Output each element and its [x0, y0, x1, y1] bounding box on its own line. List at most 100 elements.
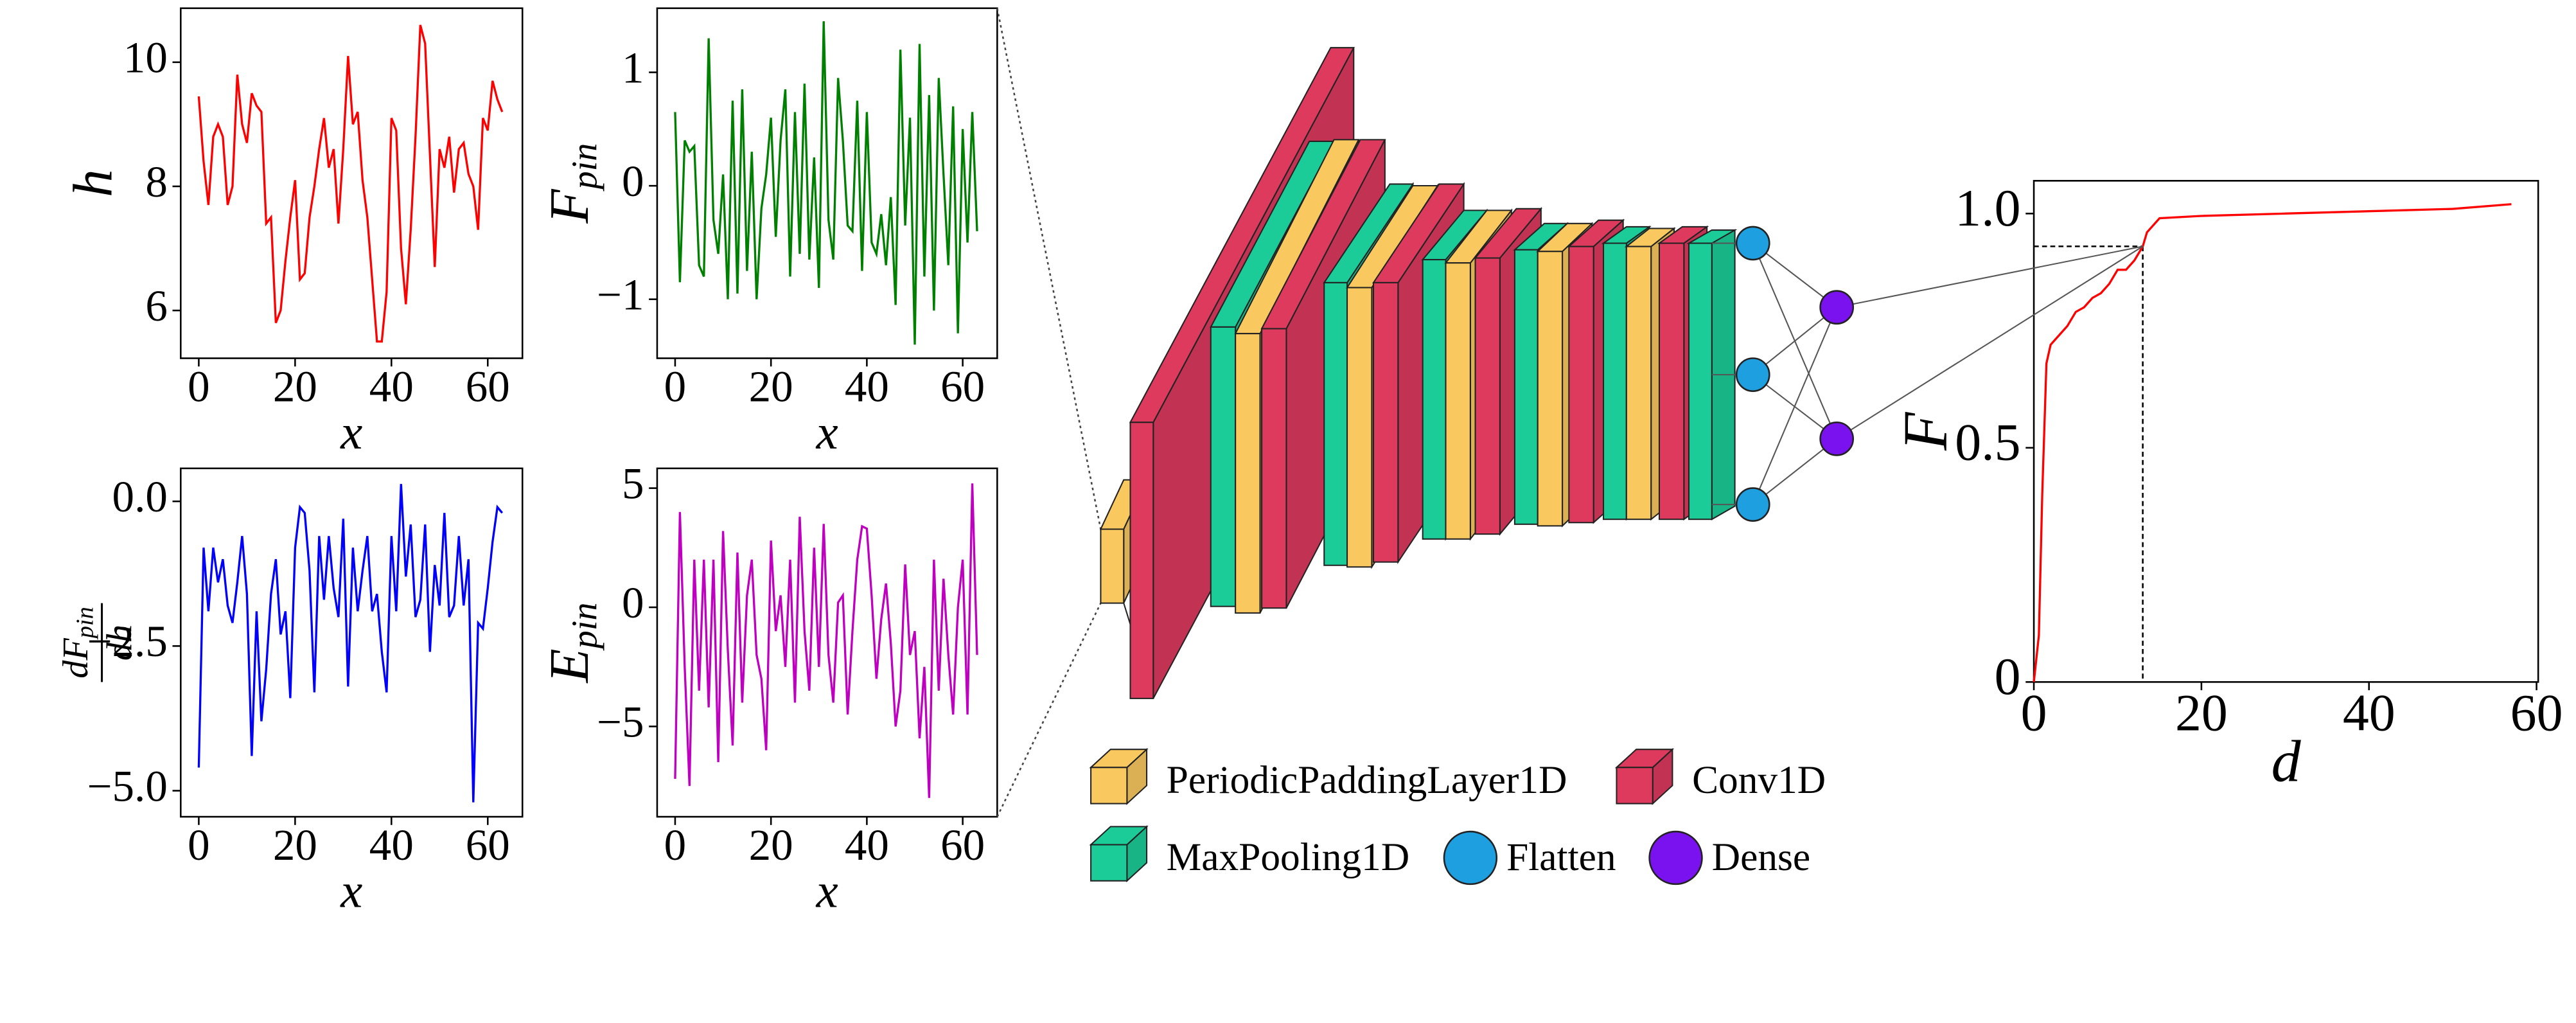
y-tick-label: −5.0 [87, 761, 168, 810]
block-front [1513, 249, 1539, 525]
block-front [1372, 281, 1399, 563]
block-front [1100, 528, 1125, 604]
flatten-node [1735, 357, 1770, 392]
y-tick-label: 1 [622, 42, 644, 92]
y-axis-label-text: dF [56, 638, 96, 679]
block-front [1422, 259, 1447, 540]
x-axis-label: d [2272, 728, 2302, 794]
legend-icon [1089, 747, 1149, 805]
chart: 0 20 40 60 −5 0 5 x Epin [538, 458, 998, 918]
data-line [197, 24, 504, 343]
connector [1752, 307, 1837, 375]
block-front [1210, 326, 1237, 607]
flatten-node [1735, 487, 1770, 522]
legend-icon [1443, 830, 1498, 885]
block-front [1090, 844, 1128, 882]
plot-frame [656, 7, 998, 359]
block-front [1568, 245, 1594, 524]
y-tick-label: 0 [622, 578, 644, 627]
connector [1836, 245, 2143, 308]
x-tick-label: 60 [940, 820, 985, 869]
y-axis-label-sub: pin [565, 602, 604, 651]
data-line [2033, 203, 2512, 682]
legend-icon [1614, 747, 1675, 805]
zoom-line [996, 603, 1102, 817]
y-axis-label-sub: pin [71, 607, 98, 640]
dense-node [1819, 421, 1855, 456]
y-tick-label: −5 [597, 697, 644, 746]
y-axis-label: Epin [538, 602, 604, 684]
y-tick-label: 6 [145, 281, 168, 330]
dense-node [1819, 290, 1855, 325]
block-front [1616, 767, 1654, 805]
block-front [1474, 257, 1501, 535]
x-tick-label: 20 [273, 362, 317, 411]
chart: 0 20 40 60 6 8 10 x h [62, 7, 524, 459]
data-line [674, 21, 978, 345]
y-axis-label-main: F [1891, 411, 1961, 451]
block-front [1658, 242, 1685, 520]
x-tick-label: 60 [466, 820, 510, 869]
y-axis-label: h [62, 169, 123, 197]
x-tick-label: 40 [369, 362, 414, 411]
block-front [1625, 245, 1652, 520]
legend-label: Dense [1712, 835, 1810, 879]
plot-frame [180, 467, 524, 818]
y-axis-label-text: h [62, 169, 123, 197]
legend-label: Flatten [1506, 835, 1616, 879]
connector [1752, 242, 1837, 308]
legend-label: MaxPooling1D [1167, 835, 1409, 879]
x-tick-label: 40 [845, 820, 889, 869]
x-tick-label: 40 [845, 362, 889, 411]
block-front [1235, 333, 1261, 614]
y-axis-label-sub: pin [565, 143, 604, 192]
connector [1836, 245, 2144, 440]
y-axis-label: Fpin [538, 143, 604, 224]
x-tick-label: 0 [2021, 683, 2047, 742]
y-axis-label-text: Fpin [538, 143, 604, 224]
y-tick-label: 0 [622, 156, 644, 206]
connector [1752, 307, 1838, 505]
x-tick-label: 60 [940, 362, 985, 411]
block-front [1090, 767, 1128, 805]
x-tick-label: 60 [2510, 683, 2563, 742]
legend-icon [1089, 825, 1149, 883]
x-tick-label: 40 [2343, 683, 2395, 742]
x-tick-label: 20 [749, 820, 793, 869]
x-tick-label: 20 [273, 820, 317, 869]
y-tick-label: 8 [145, 157, 168, 206]
y-axis-label-text: Epin [538, 602, 604, 684]
x-tick-label: 60 [466, 362, 510, 411]
block-front [1346, 287, 1373, 568]
x-axis-label: x [340, 405, 362, 459]
y-axis-label-numerator: dFpin [56, 607, 99, 679]
y-tick-label: 5 [622, 458, 644, 508]
y-axis-label-main: E [538, 648, 600, 684]
block-front [1129, 422, 1154, 699]
y-axis-label-main: F [538, 189, 600, 224]
flatten-node [1735, 226, 1770, 261]
y-tick-label: 10 [123, 33, 168, 82]
block-front [1445, 262, 1471, 540]
y-axis-label-main: h [62, 169, 123, 197]
block-front [1261, 328, 1287, 609]
block-front [1323, 281, 1348, 566]
y-tick-label: −2.5 [87, 616, 168, 666]
plot-frame [180, 7, 524, 359]
data-line [197, 484, 504, 803]
plot-frame [2033, 180, 2539, 683]
x-tick-label: 0 [188, 362, 210, 411]
y-tick-label: 0 [1995, 647, 2021, 706]
x-tick-label: 0 [188, 820, 210, 869]
legend-label: PeriodicPaddingLayer1D [1167, 758, 1567, 802]
zoom-line [996, 8, 1102, 529]
chart: 0 20 40 60 −1 0 1 x Fpin [538, 7, 998, 459]
y-axis-label: F [1891, 411, 1961, 451]
x-tick-label: 20 [2175, 683, 2228, 742]
x-axis-label: x [816, 863, 838, 918]
chart: 0 20 40 60 0 0.5 1.0 d F [1891, 179, 2563, 794]
y-tick-label: −1 [597, 270, 644, 319]
